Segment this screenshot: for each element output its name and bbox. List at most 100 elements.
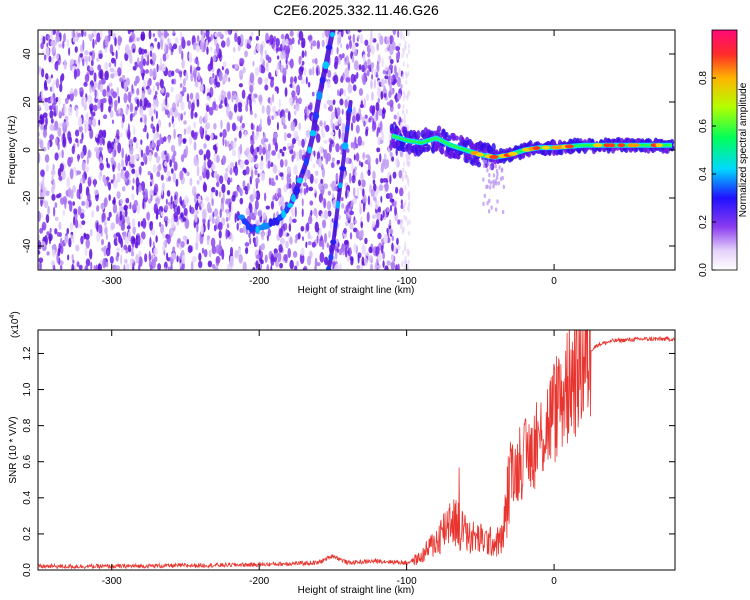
- noise-speckle: [77, 206, 82, 216]
- noise-speckle: [219, 175, 224, 185]
- noise-speckle: [123, 81, 128, 92]
- noise-speckle: [140, 149, 144, 158]
- noise-speckle: [53, 80, 57, 85]
- noise-speckle: [354, 170, 357, 177]
- noise-speckle: [327, 69, 332, 78]
- noise-speckle: [317, 157, 323, 168]
- noise-speckle: [340, 43, 343, 48]
- noise-speckle: [233, 103, 238, 113]
- noise-speckle: [314, 221, 319, 233]
- noise-speckle: [348, 172, 352, 184]
- noise-speckle: [284, 159, 288, 167]
- noise-speckle: [155, 110, 158, 120]
- noise-speckle: [306, 255, 312, 266]
- band-hotspot: [475, 152, 484, 157]
- noise-speckle: [355, 113, 360, 122]
- noise-speckle: [285, 63, 289, 70]
- noise-speckle: [58, 110, 62, 118]
- noise-speckle: [201, 247, 205, 254]
- noise-speckle: [213, 152, 217, 163]
- noise-speckle: [407, 259, 410, 265]
- noise-speckle: [221, 217, 226, 226]
- noise-speckle: [213, 224, 217, 232]
- band-envelope: [489, 165, 492, 170]
- noise-speckle: [323, 139, 328, 144]
- noise-speckle: [131, 168, 136, 175]
- y-tick-label: 40: [22, 48, 33, 60]
- noise-speckle: [124, 236, 130, 245]
- noise-speckle: [178, 134, 183, 145]
- noise-speckle: [45, 73, 49, 80]
- noise-speckle: [54, 216, 59, 222]
- noise-speckle: [326, 80, 331, 89]
- noise-speckle: [72, 30, 75, 40]
- noise-speckle: [287, 110, 291, 122]
- noise-speckle: [240, 115, 243, 121]
- noise-speckle: [145, 145, 150, 156]
- noise-speckle: [40, 212, 44, 219]
- noise-speckle: [210, 237, 216, 248]
- noise-speckle: [140, 139, 143, 145]
- noise-speckle: [374, 212, 377, 219]
- noise-speckle: [310, 42, 313, 50]
- noise-speckle: [378, 184, 384, 192]
- noise-speckle: [313, 177, 319, 184]
- noise-speckle: [92, 111, 96, 117]
- noise-speckle: [343, 227, 347, 235]
- noise-speckle: [361, 64, 365, 73]
- noise-speckle: [267, 160, 271, 169]
- noise-speckle: [268, 72, 272, 80]
- noise-speckle: [268, 177, 272, 186]
- noise-speckle: [99, 162, 104, 171]
- noise-speckle: [203, 153, 207, 162]
- noise-speckle: [81, 161, 86, 172]
- noise-speckle: [237, 35, 241, 46]
- band-envelope: [395, 127, 400, 135]
- noise-speckle: [39, 139, 44, 150]
- noise-speckle: [399, 121, 403, 131]
- noise-speckle: [353, 243, 357, 253]
- noise-speckle: [331, 111, 336, 120]
- noise-speckle: [108, 105, 112, 113]
- noise-speckle: [237, 102, 243, 109]
- noise-speckle: [129, 201, 132, 210]
- noise-speckle: [70, 58, 75, 65]
- noise-speckle: [191, 255, 197, 263]
- noise-speckle: [205, 105, 210, 113]
- noise-speckle: [386, 43, 389, 48]
- noise-speckle: [352, 84, 357, 92]
- noise-speckle: [153, 133, 158, 141]
- noise-speckle: [241, 122, 246, 129]
- noise-speckle: [254, 154, 258, 160]
- noise-speckle: [55, 104, 58, 116]
- noise-speckle: [299, 253, 305, 265]
- noise-speckle: [336, 159, 341, 165]
- noise-speckle: [86, 155, 89, 165]
- trace-blob: [347, 106, 353, 114]
- noise-speckle: [386, 227, 389, 234]
- noise-speckle: [143, 97, 148, 107]
- noise-speckle: [248, 232, 251, 239]
- noise-speckle: [38, 152, 41, 164]
- noise-speckle: [384, 182, 389, 192]
- noise-speckle: [186, 238, 190, 245]
- noise-speckle: [155, 197, 160, 205]
- noise-speckle: [148, 106, 154, 118]
- noise-speckle: [52, 206, 56, 217]
- noise-speckle: [381, 108, 386, 115]
- noise-speckle: [76, 170, 82, 175]
- noise-speckle: [115, 50, 118, 60]
- colorbar-gradient: [711, 29, 738, 271]
- noise-speckle: [62, 121, 67, 129]
- noise-speckle: [217, 222, 223, 231]
- trace-blob: [303, 157, 309, 167]
- noise-speckle: [294, 238, 298, 244]
- noise-speckle: [193, 155, 199, 167]
- noise-speckle: [211, 264, 216, 269]
- noise-speckle: [349, 246, 352, 257]
- noise-speckle: [193, 141, 197, 151]
- noise-speckle: [213, 123, 217, 130]
- noise-speckle: [207, 260, 213, 268]
- noise-speckle: [362, 202, 366, 213]
- noise-speckle: [194, 57, 197, 64]
